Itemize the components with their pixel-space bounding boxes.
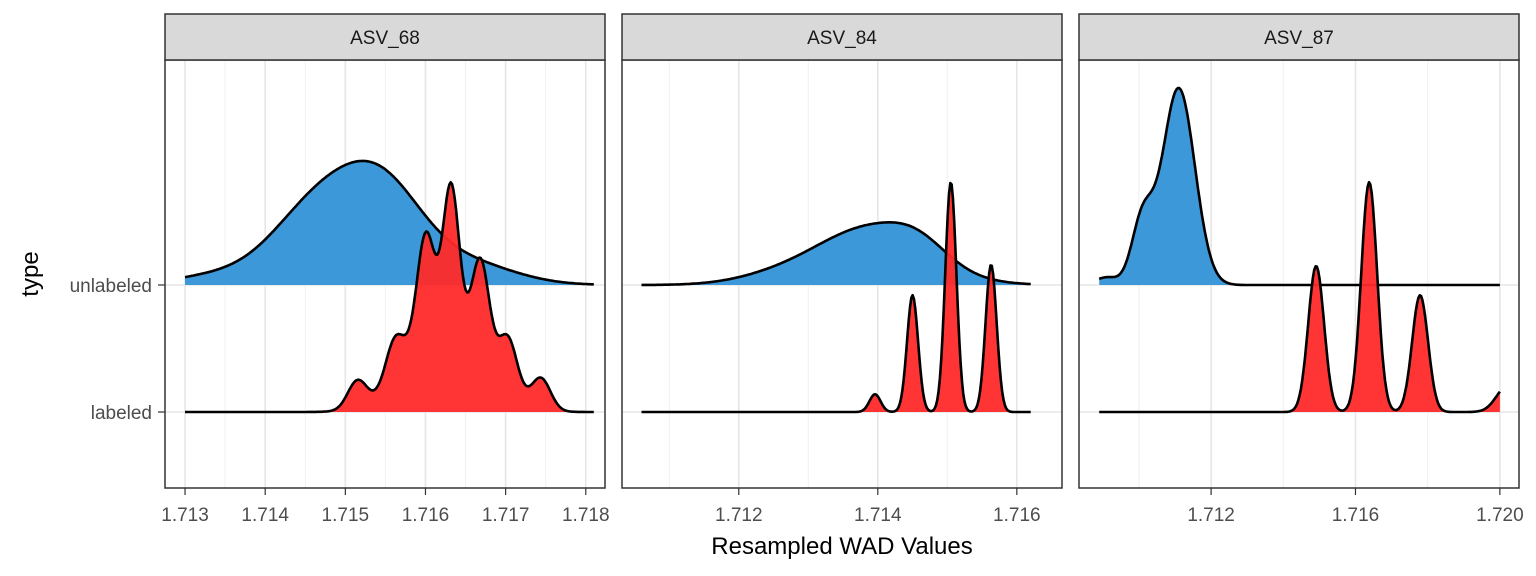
x-tick-label: 1.712 [1187, 505, 1235, 526]
x-tick-label: 1.718 [562, 505, 610, 526]
facet-panel-asv_84: ASV_84 1.712 1.714 1.716 [621, 13, 1063, 526]
density-line-labeled [185, 181, 594, 414]
x-tick-label: 1.714 [854, 505, 902, 526]
facet-strip [621, 13, 1063, 61]
facet-strip [1078, 13, 1520, 61]
x-tick-label: 1.712 [715, 505, 763, 526]
density-fill-unlabeled [185, 160, 594, 285]
x-tick-label: 1.714 [241, 505, 289, 526]
x-axis-title: Resampled WAD Values [711, 533, 972, 560]
facet-strip-label: ASV_84 [807, 28, 877, 49]
density-line-unlabeled [1098, 86, 1500, 287]
x-tick-label: 1.716 [402, 505, 450, 526]
density-line-labeled [1099, 180, 1501, 414]
y-tick-label-unlabeled: unlabeled [70, 276, 152, 297]
x-tick-label: 1.717 [482, 505, 530, 526]
facet-panel-asv_87: ASV_87 1.712 1.716 1.720 [1078, 13, 1524, 526]
density-line-unlabeled [184, 159, 594, 286]
density-fill-labeled [641, 183, 1031, 412]
density-fill-unlabeled [641, 222, 1031, 285]
x-tick-label: 1.720 [1476, 505, 1524, 526]
x-tick-label: 1.716 [993, 505, 1041, 526]
x-tick-label: 1.715 [322, 505, 370, 526]
facet-panel-asv_68: ASV_68 1.713 1.714 1.715 1.716 1.717 1.718 [161, 13, 610, 526]
y-axis-title: type [17, 251, 44, 296]
x-tick-label: 1.716 [1332, 505, 1380, 526]
facet-strip [164, 13, 606, 61]
density-fill-unlabeled [1099, 88, 1500, 285]
density-line-labeled [641, 181, 1031, 414]
y-tick-label-labeled: labeled [91, 403, 152, 424]
facet-strip-label: ASV_87 [1264, 28, 1334, 49]
facet-strip-label: ASV_68 [350, 28, 420, 49]
density-fill-labeled [185, 182, 594, 412]
x-tick-label: 1.713 [161, 505, 209, 526]
density-line-unlabeled [641, 221, 1031, 287]
